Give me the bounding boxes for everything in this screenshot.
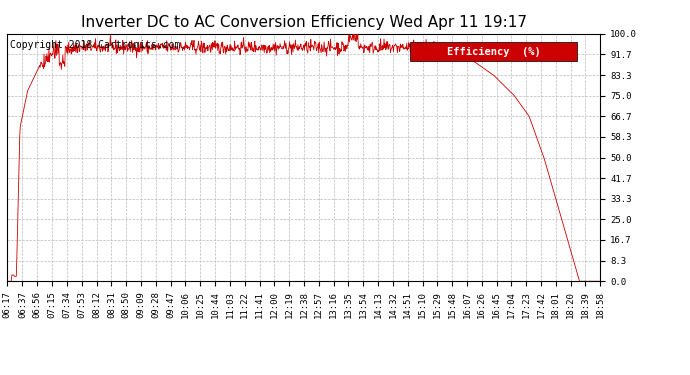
Title: Inverter DC to AC Conversion Efficiency Wed Apr 11 19:17: Inverter DC to AC Conversion Efficiency … <box>81 15 526 30</box>
Text: Copyright 2018 Cartronics.com: Copyright 2018 Cartronics.com <box>10 40 180 50</box>
FancyBboxPatch shape <box>411 42 577 61</box>
Text: Efficiency  (%): Efficiency (%) <box>446 46 540 57</box>
